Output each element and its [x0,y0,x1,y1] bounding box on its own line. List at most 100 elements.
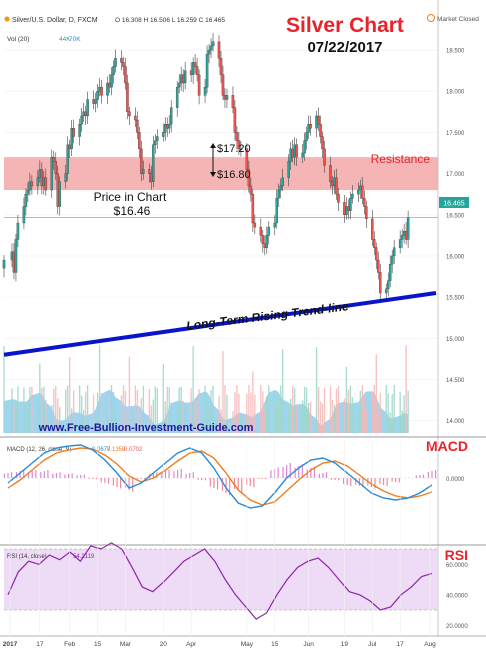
volume-bar [240,412,242,433]
macd-histogram-bar [95,478,97,480]
candle-body [110,74,113,88]
macd-title: MACD [426,438,468,454]
volume-bar [78,385,81,433]
macd-histogram-bar [112,478,115,486]
volume-bar [148,388,151,433]
volume-bar [39,363,41,433]
candle-body [94,99,97,104]
volume-bar [98,345,101,433]
website-watermark: www.Free-Bullion-Investment-Guide.com [38,422,254,434]
volume-bar [96,392,99,433]
volume-bar [337,385,340,433]
volume-bar [192,346,194,433]
macd-histogram-bar [15,472,18,478]
volume-bar [333,405,336,433]
volume-bar [274,390,276,433]
volume-bar [80,395,83,433]
macd-histogram-bar [140,478,142,479]
candle-body [26,189,30,195]
macd-histogram-bar [116,478,118,487]
macd-histogram-bar [350,478,352,487]
macd-histogram-bar [88,478,90,479]
candle-body [361,185,364,199]
volume-bar [347,389,350,433]
candle-body [169,107,173,125]
time-tick-label: Jun [303,641,314,648]
macd-histogram-bar [177,470,179,478]
volume-bar [59,406,61,433]
volume-bar [222,351,224,433]
volume-bar [375,354,377,433]
candle-body [24,194,28,207]
candle-body [388,264,392,281]
volume-bar [291,386,294,433]
macd-histogram-bar [419,475,421,478]
volume-bar [152,399,155,433]
time-tick-label: Apr [186,641,197,648]
volume-bar [67,385,69,433]
volume-bar [86,385,89,433]
volume-bar [365,410,368,433]
volume-bar [92,394,95,433]
volume-bar [15,400,17,433]
volume-bar [168,387,170,433]
volume-bar [94,411,97,433]
candle-body [392,247,396,257]
price-tick-label: 18.000 [446,90,465,96]
price-axis: 14.000 14.500 15.000 15.500 16.000 16.500 17.0… [446,49,465,426]
macd-histogram-bar [431,471,433,478]
candle-body [152,144,155,182]
chart-header: Silver/U.S. Dollar, D, FXCM O 16.308 H 1… [4,14,479,43]
volume-bar [150,405,153,433]
candlestick-series [2,32,410,303]
volume-bar [57,398,59,433]
volume-bar [293,388,296,433]
volume-bar [140,398,143,433]
candle-body [337,194,340,203]
volume-bar [11,388,13,433]
volume-bar [331,399,334,433]
macd-histogram-bar [221,478,224,491]
macd-histogram-bar [346,478,348,485]
rsi-axis: 20.0000 40.0000 60.0000 [446,563,468,630]
volume-layer [3,345,409,433]
volume-bar [321,403,324,433]
macd-histogram-bar [23,469,25,478]
volume-bar [248,385,250,433]
macd-histogram-bar [322,473,324,478]
rsi-tick-label: 20.0000 [446,624,468,630]
volume-bar [361,385,364,433]
volume-bar [17,386,19,433]
macd-histogram-bar [83,474,85,478]
candle-body [175,86,179,108]
time-tick-label: 19 [341,641,349,648]
macd-histogram-bar [168,469,170,478]
macd-axis-zero: 0.0000 [446,477,465,483]
macd-histogram-bar [395,478,397,482]
candle-body [247,169,251,187]
rsi-params: RSI (14, close) [7,554,47,560]
volume-bar [391,393,393,433]
volume-bar [190,388,192,433]
candle-body [191,62,195,75]
candle-body [80,115,83,125]
candle-body [64,173,67,182]
volume-bar [176,402,178,433]
time-axis: 2017 17 Feb 15 Mar 20 Apr May 15 Jun 19 Jul 17 Aug [3,440,436,648]
candle-body [54,161,58,174]
volume-bar [403,395,405,433]
candle-body [245,148,249,170]
macd-histogram-bar [120,478,122,489]
volume-bar [166,386,168,433]
candle-body [373,239,376,248]
volume-bar [349,385,352,433]
candle-body [122,62,125,67]
volume-bar [43,386,45,433]
volume-bar [110,385,113,433]
volume-bar [401,410,403,433]
macd-histogram-bar [265,478,267,480]
volume-bar [184,404,186,433]
volume-bar [65,389,67,433]
macd-signal-line [7,447,433,506]
volume-bar [264,409,266,433]
